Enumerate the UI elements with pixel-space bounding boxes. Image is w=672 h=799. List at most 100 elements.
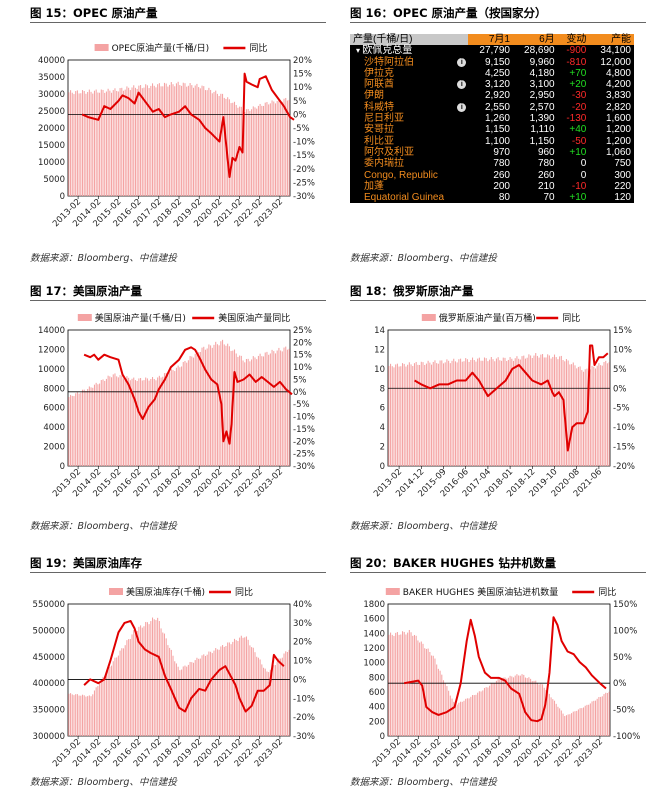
y-tick-label: 0 [380,732,385,742]
bar [407,632,409,736]
y2-tick-label: 15% [293,70,312,80]
y-tick-label: 40000 [38,56,65,66]
legend: 美国原油产量(千桶/日) 美国原油产量同比 [77,312,290,324]
bar [184,665,186,736]
value-jul: 9,150 [484,56,510,68]
table-row: 利比亚 1,100 1,150 -50 1,200 [350,136,634,147]
y2-tick-label: 5% [613,365,627,375]
bar [492,683,494,736]
bar [119,375,121,466]
bar [560,710,562,736]
bar [220,93,222,196]
country-cell: 安哥拉 [350,124,468,135]
bar [584,705,586,736]
bar [160,628,162,736]
info-icon[interactable]: i [457,57,467,67]
bar [213,91,215,196]
bar [245,109,247,196]
y-tick-label: 4 [380,423,385,433]
legend-label-bar: 俄罗斯原油产量(百万桶) [439,312,536,324]
bar [235,353,237,466]
y-tick-label: 500000 [33,626,65,636]
info-icon[interactable]: i [457,102,467,112]
y2-tick-label: 20% [293,638,312,648]
bar [545,690,547,736]
y2-tick-label: 0% [613,679,627,689]
bar [160,86,162,196]
collapse-caret-icon[interactable]: ▾ [356,46,363,56]
value-capacity: 1,060 [605,146,631,158]
value-jun: 28,690 [524,45,555,57]
y2-tick-label: -20% [293,437,315,447]
bar [128,639,130,736]
legend-swatch-bar [94,44,109,51]
bar [552,356,554,466]
info-icon[interactable]: i [457,80,467,90]
bar [588,370,590,466]
bar [167,374,169,466]
bar [208,87,210,196]
bar [390,632,392,736]
bar [501,679,503,736]
bar [451,360,453,466]
bar [138,85,140,196]
y-tick-label: 25000 [38,107,65,117]
bar [538,357,540,466]
bar [417,640,419,736]
bar [252,356,254,466]
y2-tick-label: -20% [293,713,315,723]
bar [114,657,116,736]
country-name: 安哥拉 [364,124,394,136]
bar [442,363,445,466]
bar [401,631,404,736]
table-row: Congo, Republic 260 260 0 300 [350,170,634,181]
line-series [403,616,607,723]
bar [165,83,167,196]
bar [152,377,154,466]
bar [85,696,87,736]
bar [239,355,241,466]
value-change: +10 [569,192,587,204]
panel-title: 图 20：BAKER HUGHES 钻井机数量 [350,554,646,573]
value-jul: 4,250 [484,67,510,79]
y2-tick-label: -10% [293,413,315,423]
panel-title: 图 15：OPEC 原油产量 [30,4,326,23]
bar [579,708,581,736]
bar [93,384,95,466]
bar [412,366,414,466]
bar [80,392,82,466]
bar [206,654,208,736]
bar [264,352,266,466]
value-jul: 200 [493,180,510,192]
y2-tick-label: -15% [613,443,635,453]
bar [535,353,537,466]
bar [194,660,196,736]
bar [468,361,470,466]
line-series [83,346,293,445]
bar [559,356,561,466]
bar [124,89,126,196]
bar [439,360,441,466]
bar [468,698,470,736]
bar [259,103,261,196]
bar [487,687,489,736]
bar [408,362,410,466]
bar [210,345,212,466]
bar [492,359,494,466]
bar [196,657,198,736]
bar [596,698,598,736]
bar [233,101,236,196]
bar [206,348,208,466]
table-row: 安哥拉 1,150 1,110 +40 1,200 [350,124,634,135]
table-row: 加蓬 200 210 -10 220 [350,181,634,192]
bar [264,102,266,196]
legend-label-line: 同比 [562,312,580,324]
bar [182,666,184,736]
bar [456,362,458,466]
y2-tick-label: 0% [613,384,627,394]
y2-tick-label: -10% [293,694,315,704]
bar [87,92,89,196]
bar [263,667,265,736]
country-cell: 阿联酋 i [350,79,468,90]
bar [247,358,249,466]
